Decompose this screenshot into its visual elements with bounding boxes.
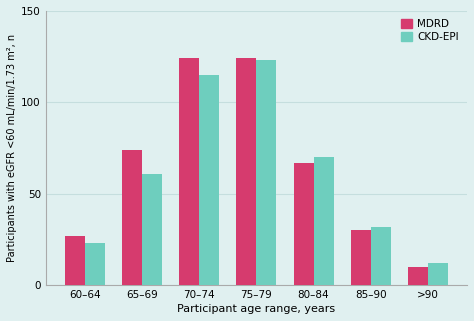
Bar [408,267,428,285]
Bar [428,263,448,285]
Bar [371,227,391,285]
Bar [65,236,85,285]
Bar [85,243,105,285]
Y-axis label: Participants with eGFR <60 mL/min/1.73 m², n: Participants with eGFR <60 mL/min/1.73 m… [7,34,17,262]
Bar [351,230,371,285]
Bar [256,60,276,285]
Bar [314,157,334,285]
Legend: MDRD, CKD-EPI: MDRD, CKD-EPI [398,16,462,46]
Bar [179,58,199,285]
Bar [293,163,314,285]
Bar [237,58,256,285]
Bar [142,174,162,285]
Bar [199,75,219,285]
Bar [122,150,142,285]
X-axis label: Participant age range, years: Participant age range, years [177,304,336,314]
